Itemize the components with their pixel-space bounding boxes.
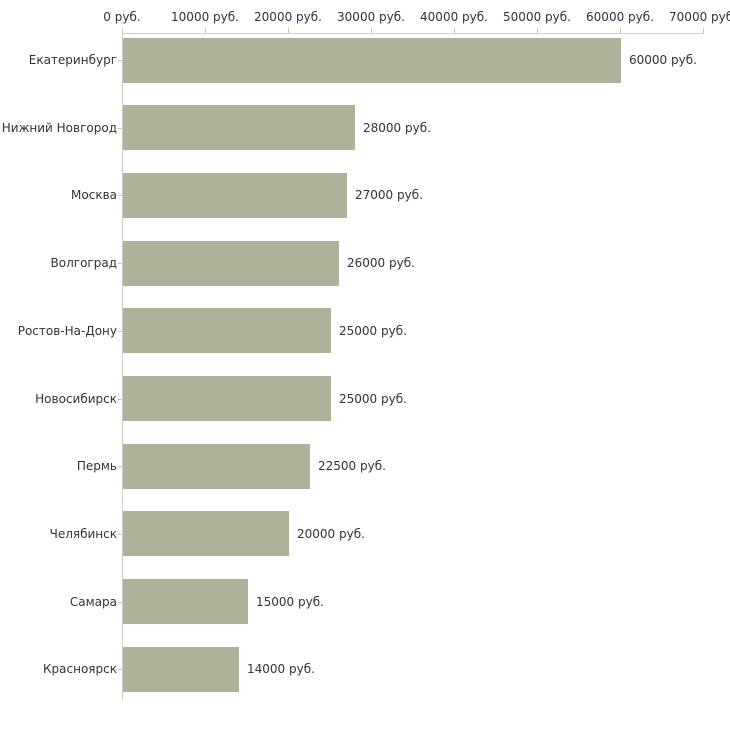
y-axis-tick — [118, 534, 122, 535]
category-label: Красноярск — [43, 662, 117, 676]
bar[interactable] — [123, 579, 248, 624]
x-axis-tick-label: 30000 руб. — [337, 10, 405, 24]
value-label: 15000 руб. — [256, 595, 324, 609]
y-axis-tick — [118, 263, 122, 264]
bar[interactable] — [123, 444, 310, 489]
category-label: Москва — [71, 188, 117, 202]
y-axis-tick — [118, 669, 122, 670]
category-label: Пермь — [76, 459, 117, 473]
x-axis-tick — [205, 28, 206, 33]
value-label: 27000 руб. — [355, 188, 423, 202]
value-label: 14000 руб. — [247, 662, 315, 676]
x-axis-tick — [288, 28, 289, 33]
value-label: 20000 руб. — [297, 527, 365, 541]
x-axis-tick-label: 20000 руб. — [254, 10, 322, 24]
x-axis-tick-label: 0 руб. — [103, 10, 141, 24]
x-axis-tick — [122, 28, 123, 33]
value-label: 28000 руб. — [363, 121, 431, 135]
bar[interactable] — [123, 647, 239, 692]
value-label: 25000 руб. — [339, 392, 407, 406]
bar[interactable] — [123, 38, 621, 83]
x-axis-tick — [537, 28, 538, 33]
bar[interactable] — [123, 308, 331, 353]
value-label: 25000 руб. — [339, 324, 407, 338]
x-axis-tick-label: 50000 руб. — [503, 10, 571, 24]
category-label: Волгоград — [50, 256, 117, 270]
y-axis-tick — [118, 602, 122, 603]
bar[interactable] — [123, 105, 355, 150]
x-axis-tick — [620, 28, 621, 33]
value-label: 22500 руб. — [318, 459, 386, 473]
category-label: Екатеринбург — [28, 53, 117, 67]
y-axis-tick — [118, 128, 122, 129]
x-axis-line — [122, 33, 704, 34]
y-axis-tick — [118, 195, 122, 196]
bar[interactable] — [123, 173, 347, 218]
category-label: Новосибирск — [35, 392, 117, 406]
y-axis-tick — [118, 331, 122, 332]
y-axis-tick — [118, 60, 122, 61]
x-axis-tick-label: 60000 руб. — [586, 10, 654, 24]
x-axis-tick — [703, 28, 704, 33]
category-label: Нижний Новгород — [1, 121, 117, 135]
bar[interactable] — [123, 241, 339, 286]
bar[interactable] — [123, 376, 331, 421]
category-label: Самара — [69, 595, 117, 609]
category-label: Челябинск — [49, 527, 117, 541]
category-label: Ростов-На-Дону — [17, 324, 117, 338]
x-axis-tick-label: 70000 руб. — [669, 10, 730, 24]
value-label: 26000 руб. — [347, 256, 415, 270]
x-axis-tick-label: 10000 руб. — [171, 10, 239, 24]
x-axis-tick-label: 40000 руб. — [420, 10, 488, 24]
y-axis-tick — [118, 399, 122, 400]
x-axis-tick — [371, 28, 372, 33]
x-axis-tick — [454, 28, 455, 33]
bar[interactable] — [123, 511, 289, 556]
y-axis-tick — [118, 466, 122, 467]
y-axis-line — [122, 33, 123, 700]
value-label: 60000 руб. — [629, 53, 697, 67]
